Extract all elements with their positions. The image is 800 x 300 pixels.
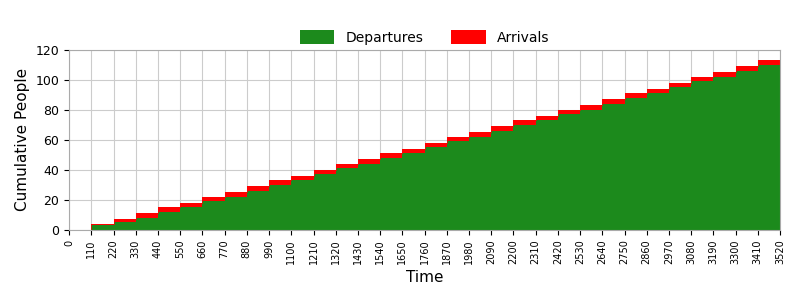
Legend: Departures, Arrivals: Departures, Arrivals bbox=[294, 24, 555, 50]
X-axis label: Time: Time bbox=[406, 270, 443, 285]
Y-axis label: Cumulative People: Cumulative People bbox=[15, 68, 30, 211]
